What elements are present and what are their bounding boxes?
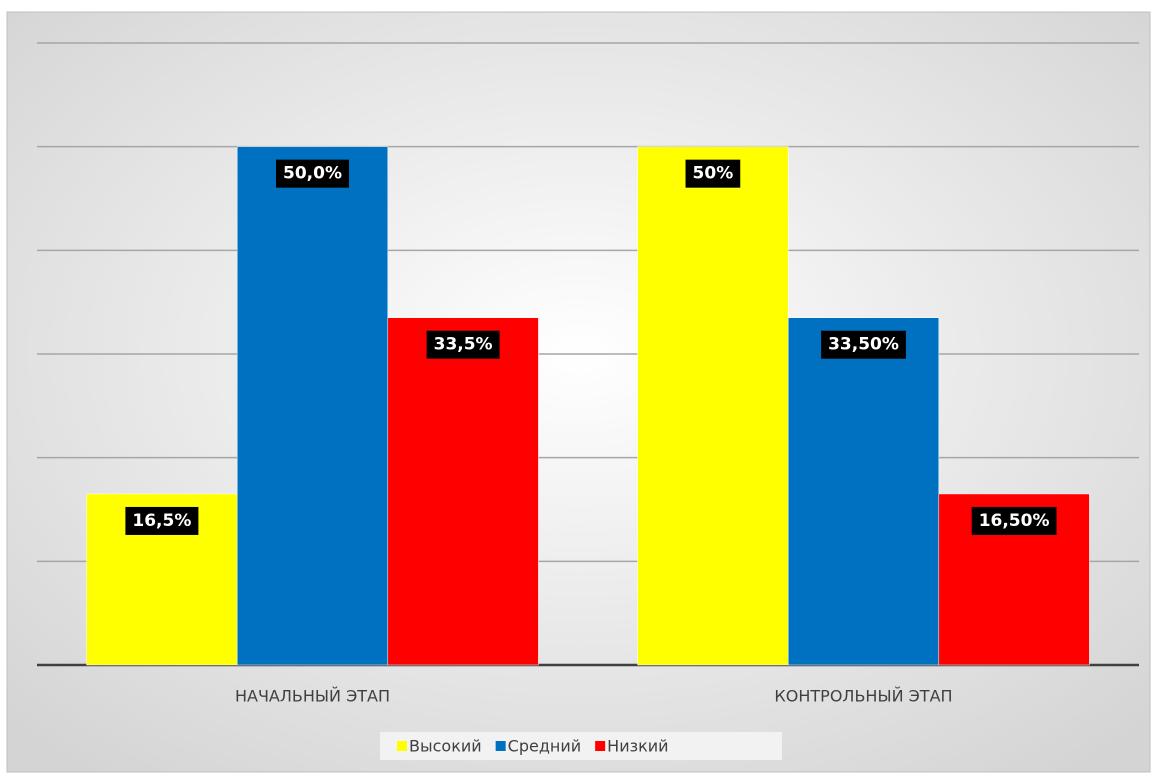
value-label: 33,50% xyxy=(828,335,899,355)
value-label-box xyxy=(971,506,1057,535)
bar xyxy=(236,146,389,666)
value-label: 33,5% xyxy=(434,335,493,355)
legend-box xyxy=(380,732,782,760)
value-label: 16,5% xyxy=(132,511,191,531)
value-label: 50,0% xyxy=(283,164,342,184)
bar xyxy=(637,146,789,666)
legend-swatch xyxy=(495,741,506,751)
value-label: 16,50% xyxy=(979,511,1050,531)
value-label-box xyxy=(276,159,349,188)
legend-swatch xyxy=(397,741,407,751)
value-label-box xyxy=(821,330,906,359)
bar xyxy=(387,317,539,666)
value-label-box xyxy=(685,159,741,188)
bar xyxy=(787,317,940,666)
legend-label: Средний xyxy=(508,737,582,756)
value-label-box xyxy=(125,506,199,535)
legend-label: Низкий xyxy=(607,737,668,756)
x-tick-label: КОНТРОЛЬНЫЙ ЭТАП xyxy=(774,687,952,706)
value-label-box xyxy=(426,330,500,359)
value-label: 50% xyxy=(693,164,734,184)
legend-swatch xyxy=(595,741,606,751)
x-tick-label: НАЧАЛЬНЫЙ ЭТАП xyxy=(235,687,390,706)
legend-label: Высокий xyxy=(409,737,482,756)
